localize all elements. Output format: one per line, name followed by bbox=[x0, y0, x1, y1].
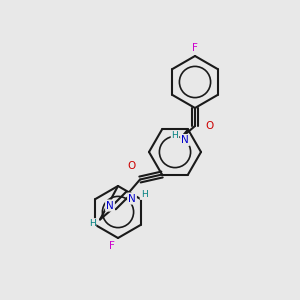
Text: N: N bbox=[181, 135, 189, 145]
Text: N: N bbox=[128, 194, 136, 203]
Text: N: N bbox=[106, 200, 114, 211]
Text: F: F bbox=[192, 43, 198, 53]
Text: F: F bbox=[109, 241, 115, 251]
Text: O: O bbox=[128, 160, 136, 170]
Text: H: H bbox=[88, 219, 95, 228]
Text: H: H bbox=[141, 190, 147, 199]
Text: H: H bbox=[172, 131, 178, 140]
Text: O: O bbox=[205, 121, 213, 131]
